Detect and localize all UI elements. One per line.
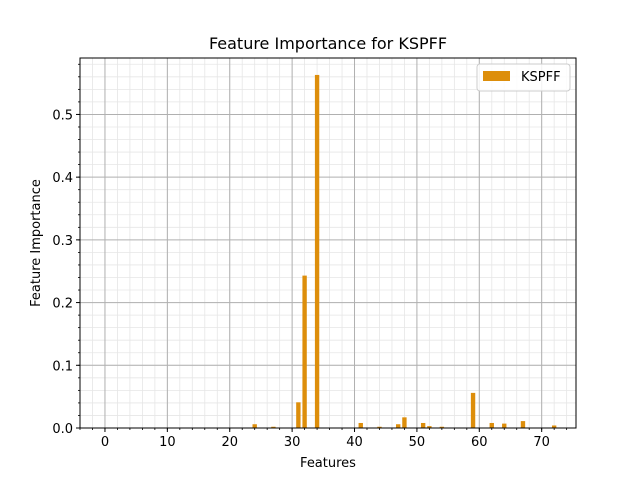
legend-box: [476, 63, 571, 92]
bar: [402, 417, 407, 428]
bar: [271, 426, 276, 428]
major-grid: [80, 58, 576, 429]
legend-swatch: [483, 71, 510, 81]
bar: [377, 426, 382, 428]
x-tick-label: 70: [533, 435, 550, 450]
bar: [314, 74, 320, 429]
x-tick-label: 0: [101, 435, 109, 450]
bar: [502, 423, 507, 428]
bar: [520, 421, 526, 428]
bar: [296, 402, 301, 428]
bar: [489, 422, 494, 428]
bar: [302, 275, 307, 428]
x-tick-label: 40: [346, 435, 363, 450]
plot-frame: [79, 57, 577, 429]
x-tick-label: 30: [284, 435, 301, 450]
x-axis-ticks: 0 10 20 30 40 50 60 70: [79, 428, 568, 450]
y-axis-label: Feature Importance: [29, 179, 44, 307]
chart-title: Feature Importance for KSPFF: [209, 34, 447, 53]
y-tick-label: 0.0: [52, 422, 73, 437]
bar: [439, 426, 445, 428]
x-axis-label: Features: [300, 456, 356, 471]
legend-label: KSPFF: [521, 70, 561, 85]
bars: [252, 74, 557, 429]
legend: KSPFF: [476, 63, 571, 92]
y-tick-label: 0.3: [52, 234, 73, 249]
bar: [396, 424, 401, 428]
y-axis-ticks: 0.0 0.1 0.2 0.3 0.4 0.5: [52, 63, 80, 437]
x-tick-label: 20: [221, 435, 238, 450]
bar: [420, 422, 426, 428]
y-tick-label: 0.1: [52, 359, 73, 374]
bar: [358, 422, 363, 428]
bar: [252, 424, 257, 428]
y-tick-label: 0.2: [52, 297, 73, 312]
y-tick-label: 0.4: [52, 171, 73, 186]
x-tick-label: 50: [409, 435, 426, 450]
bar: [551, 425, 557, 428]
minor-grid: [79, 58, 576, 429]
bar: [427, 426, 432, 428]
x-tick-label: 60: [471, 435, 488, 450]
bar: [470, 392, 476, 428]
y-tick-label: 0.5: [52, 108, 73, 123]
x-tick-label: 10: [159, 435, 176, 450]
